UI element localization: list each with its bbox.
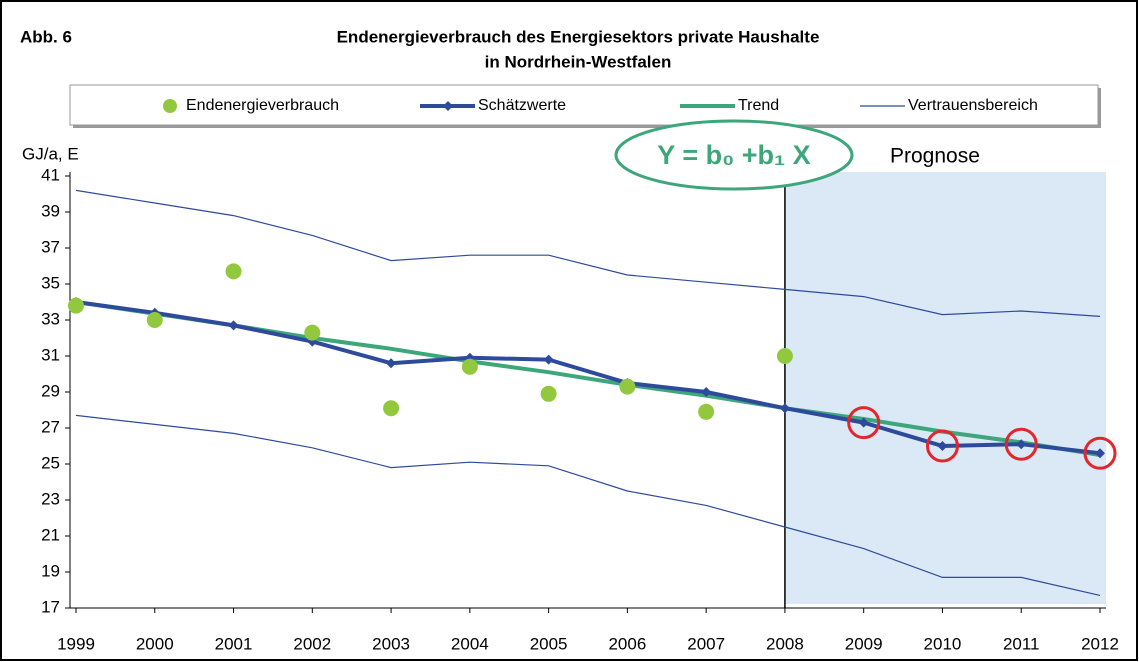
y-tick-label: 37	[41, 237, 60, 256]
estimate-marker	[386, 358, 397, 369]
consumption-dot	[146, 312, 163, 328]
x-tick-label: 2002	[293, 634, 331, 653]
highlight-circle	[925, 429, 959, 463]
legend-label: Trend	[738, 97, 779, 114]
y-tick-label: 29	[41, 381, 60, 400]
legend-label: Endenergieverbrauch	[186, 97, 339, 114]
consumption-dot	[776, 348, 793, 364]
y-tick-label: 25	[41, 453, 60, 472]
x-tick-label: 2006	[608, 634, 646, 653]
y-tick-label: 31	[41, 345, 60, 364]
y-tick-label: 17	[41, 597, 60, 616]
consumption-dot	[698, 403, 715, 420]
y-tick-label: 23	[41, 489, 60, 508]
estimate-marker	[228, 320, 239, 331]
y-tick-label: 35	[41, 273, 60, 292]
estimate-marker	[858, 417, 869, 428]
consumption-dot	[461, 358, 478, 375]
estimate-marker	[937, 441, 948, 451]
y-tick-label: 19	[41, 561, 60, 580]
consumption-dot	[383, 400, 400, 417]
x-tick-label: 2007	[687, 634, 725, 653]
y-tick-label: 33	[41, 309, 60, 328]
x-tick-label: 2005	[530, 634, 568, 653]
x-tick-label: 2009	[845, 634, 883, 653]
x-tick-label: 2004	[451, 634, 489, 653]
x-tick-label: 2010	[924, 634, 962, 653]
formula: Y = b₀ +b₁ X	[657, 140, 810, 170]
y-axis-label: GJ/a, E	[22, 144, 79, 163]
consumption-dot	[225, 263, 242, 280]
figure-label: Abb. 6	[20, 27, 72, 46]
legend-marker	[443, 101, 453, 111]
chart-title: in Nordrhein-Westfalen	[485, 52, 672, 71]
highlight-circle	[847, 406, 881, 440]
x-tick-label: 2000	[136, 634, 174, 653]
highlight-circle	[1004, 427, 1038, 461]
estimate-marker	[779, 403, 790, 414]
legend-label: Schätzwerte	[478, 97, 566, 114]
consumption-dot	[68, 297, 84, 314]
consumption-dot	[540, 385, 557, 402]
x-tick-label: 2012	[1081, 634, 1119, 653]
x-tick-label: 2001	[215, 634, 253, 653]
estimate-marker	[701, 387, 712, 397]
legend	[69, 84, 1099, 126]
legend-label: Vertrauensbereich	[908, 97, 1038, 114]
x-tick-label: 2011	[1003, 634, 1040, 653]
x-tick-label: 2008	[766, 634, 804, 653]
forecast-area	[784, 172, 1106, 604]
estimate-marker	[1095, 448, 1105, 459]
y-tick-label: 21	[41, 525, 60, 544]
consumption-dot	[304, 324, 321, 341]
confidence-lower	[75, 414, 1101, 596]
confidence-upper	[75, 189, 1101, 317]
y-tick-label: 41	[41, 165, 60, 184]
estimate-marker	[543, 354, 554, 365]
y-tick-label: 39	[41, 201, 60, 220]
y-tick-label: 27	[41, 417, 60, 436]
legend-marker	[163, 99, 177, 113]
forecast-label: Prognose	[890, 145, 980, 168]
x-tick-label: 1999	[57, 634, 95, 653]
x-tick-label: 2003	[372, 634, 410, 653]
chart-title: Endenergieverbrauch des Energiesektors p…	[337, 27, 820, 46]
consumption-dot	[619, 378, 636, 395]
highlight-circle	[1083, 436, 1117, 470]
formula-ellipse	[614, 119, 854, 191]
estimate-marker	[1016, 439, 1027, 450]
